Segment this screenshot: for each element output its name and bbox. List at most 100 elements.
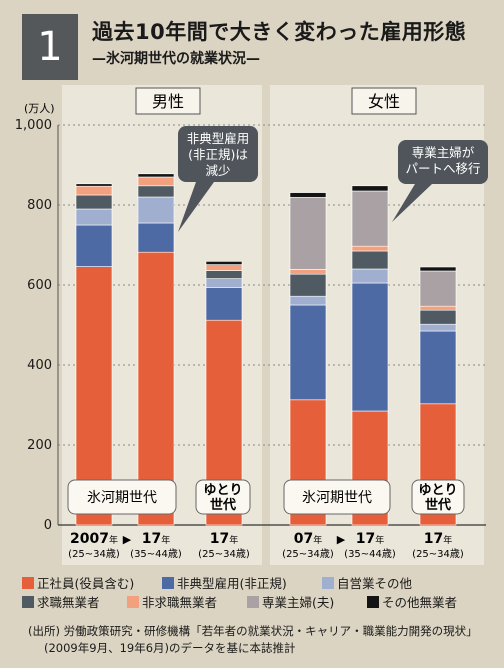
bar-segment [419, 270, 457, 307]
group-label: 氷河期世代 [302, 490, 372, 506]
callout-box [178, 126, 258, 182]
legend-item-not-jobseeking: 非求職無業者 [127, 592, 247, 611]
bar-segment [351, 245, 389, 252]
y-tick-label: 400 [27, 358, 52, 373]
bar-segment [75, 208, 113, 226]
figure-subtitle: —氷河期世代の就業状況— [92, 51, 260, 67]
source-line: (2009年9月、19年6月)のデータを基に本誌推計 [44, 641, 296, 655]
legend-swatch [22, 576, 34, 589]
arrow-marker: ▶ [123, 533, 132, 546]
group-label-box [283, 479, 391, 515]
legend-row: 求職無業者 非求職無業者 専業主婦(夫) その他無業者 [22, 592, 492, 611]
bar-segment [289, 269, 327, 275]
bar-segment [351, 190, 389, 247]
panel-title-box [135, 87, 201, 115]
legend-label: 非典型雇用(非正規) [177, 576, 287, 591]
legend-label: 求職無業者 [37, 595, 100, 610]
bar-segment [205, 261, 243, 265]
group-label: ゆとり世代 [418, 483, 457, 513]
legend-swatch [367, 595, 379, 608]
panel-title-box [351, 87, 417, 115]
figure-title: 過去10年間で大きく変わった雇用形態 [92, 20, 467, 44]
legend-label: その他無業者 [382, 595, 458, 610]
bar-segment [205, 287, 243, 321]
bar-segment [419, 330, 457, 405]
bar-segment [137, 173, 175, 178]
bar-segment [137, 185, 175, 198]
legend-label: 自営業その他 [337, 576, 413, 591]
y-tick-label: 1,000 [15, 118, 52, 133]
x-category-age: (25~34歳) [68, 548, 120, 560]
legend-item-homemaker: 専業主婦(夫) [247, 592, 367, 611]
chart-legend: 正社員(役員含む) 非典型雇用(非正規) 自営業その他 求職無業者 非求職無業者… [22, 573, 492, 611]
bar-segment [205, 278, 243, 288]
group-label-box [67, 479, 177, 515]
source-note: (出所) 労働政策研究・研修機構「若年者の就業状況・キャリア・職業能力開発の現状… [28, 623, 478, 657]
panel-title: 女性 [368, 92, 400, 111]
bar-segment [351, 282, 389, 412]
group-label-box [411, 479, 465, 515]
bar-segment [351, 250, 389, 270]
legend-swatch [247, 595, 259, 608]
callout-box [398, 140, 488, 184]
group-label-box [195, 479, 251, 515]
callout-tail [178, 182, 214, 232]
bar-segment [419, 305, 457, 311]
y-tick-label: 200 [27, 438, 52, 453]
group-label: ゆとり世代 [203, 483, 242, 513]
bar-segment [75, 224, 113, 267]
bar-segment [419, 309, 457, 325]
callout-tail [392, 184, 432, 222]
legend-row: 正社員(役員含む) 非典型雇用(非正規) 自営業その他 [22, 573, 492, 592]
callout-text: 専業主婦がパートへ移行 [405, 145, 480, 176]
bar-segment [137, 196, 175, 224]
legend-item-other-unemployed: その他無業者 [367, 592, 457, 611]
legend-label: 正社員(役員含む) [37, 576, 135, 591]
y-tick-label: 600 [27, 278, 52, 293]
bar-segment [351, 268, 389, 284]
legend-swatch [162, 576, 174, 589]
figure-number: 1 [37, 24, 63, 70]
bar-segment [137, 222, 175, 253]
x-category-age: (25~34歳) [282, 548, 334, 560]
bar-segment [205, 270, 243, 279]
legend-swatch [22, 595, 34, 608]
x-category-label: 2007年 [70, 531, 118, 547]
group-label: 氷河期世代 [87, 490, 157, 506]
bar-segment [75, 185, 113, 196]
source-line: (出所) 労働政策研究・研修機構「若年者の就業状況・キャリア・職業能力開発の現状… [28, 624, 478, 638]
figure-number-badge: 1 [22, 14, 78, 80]
bar-segment [205, 264, 243, 271]
bar-segment [351, 185, 389, 192]
x-category-age: (25~34歳) [198, 548, 250, 560]
legend-item-regular: 正社員(役員含む) [22, 573, 162, 592]
legend-item-self-employed: 自営業その他 [322, 573, 412, 592]
legend-swatch [322, 576, 334, 589]
legend-swatch [127, 595, 139, 608]
bar-segment [289, 273, 327, 297]
legend-item-jobseeking: 求職無業者 [22, 592, 127, 611]
bar-segment [289, 304, 327, 401]
arrow-marker: ▶ [337, 533, 346, 546]
y-unit-label: (万人) [24, 102, 55, 115]
y-tick-label: 800 [27, 198, 52, 213]
legend-label: 専業主婦(夫) [262, 595, 335, 610]
bar-segment [137, 176, 175, 187]
bar-segment [75, 183, 113, 187]
bar-segment [419, 323, 457, 332]
x-category-age: (35~44歳) [130, 548, 182, 560]
panel-title: 男性 [152, 92, 184, 111]
legend-label: 非求職無業者 [142, 595, 218, 610]
y-tick-label: 0 [44, 518, 52, 533]
bar-segment [289, 295, 327, 306]
bar-segment [289, 197, 327, 270]
x-category-age: (35~44歳) [344, 548, 396, 560]
bar-segment [289, 192, 327, 198]
callout-text: 非典型雇用(非正規)は減少 [187, 131, 250, 178]
bar-segment [75, 194, 113, 210]
x-category-age: (25~34歳) [412, 548, 464, 560]
bar-segment [419, 266, 457, 272]
legend-item-nonregular: 非典型雇用(非正規) [162, 573, 322, 592]
